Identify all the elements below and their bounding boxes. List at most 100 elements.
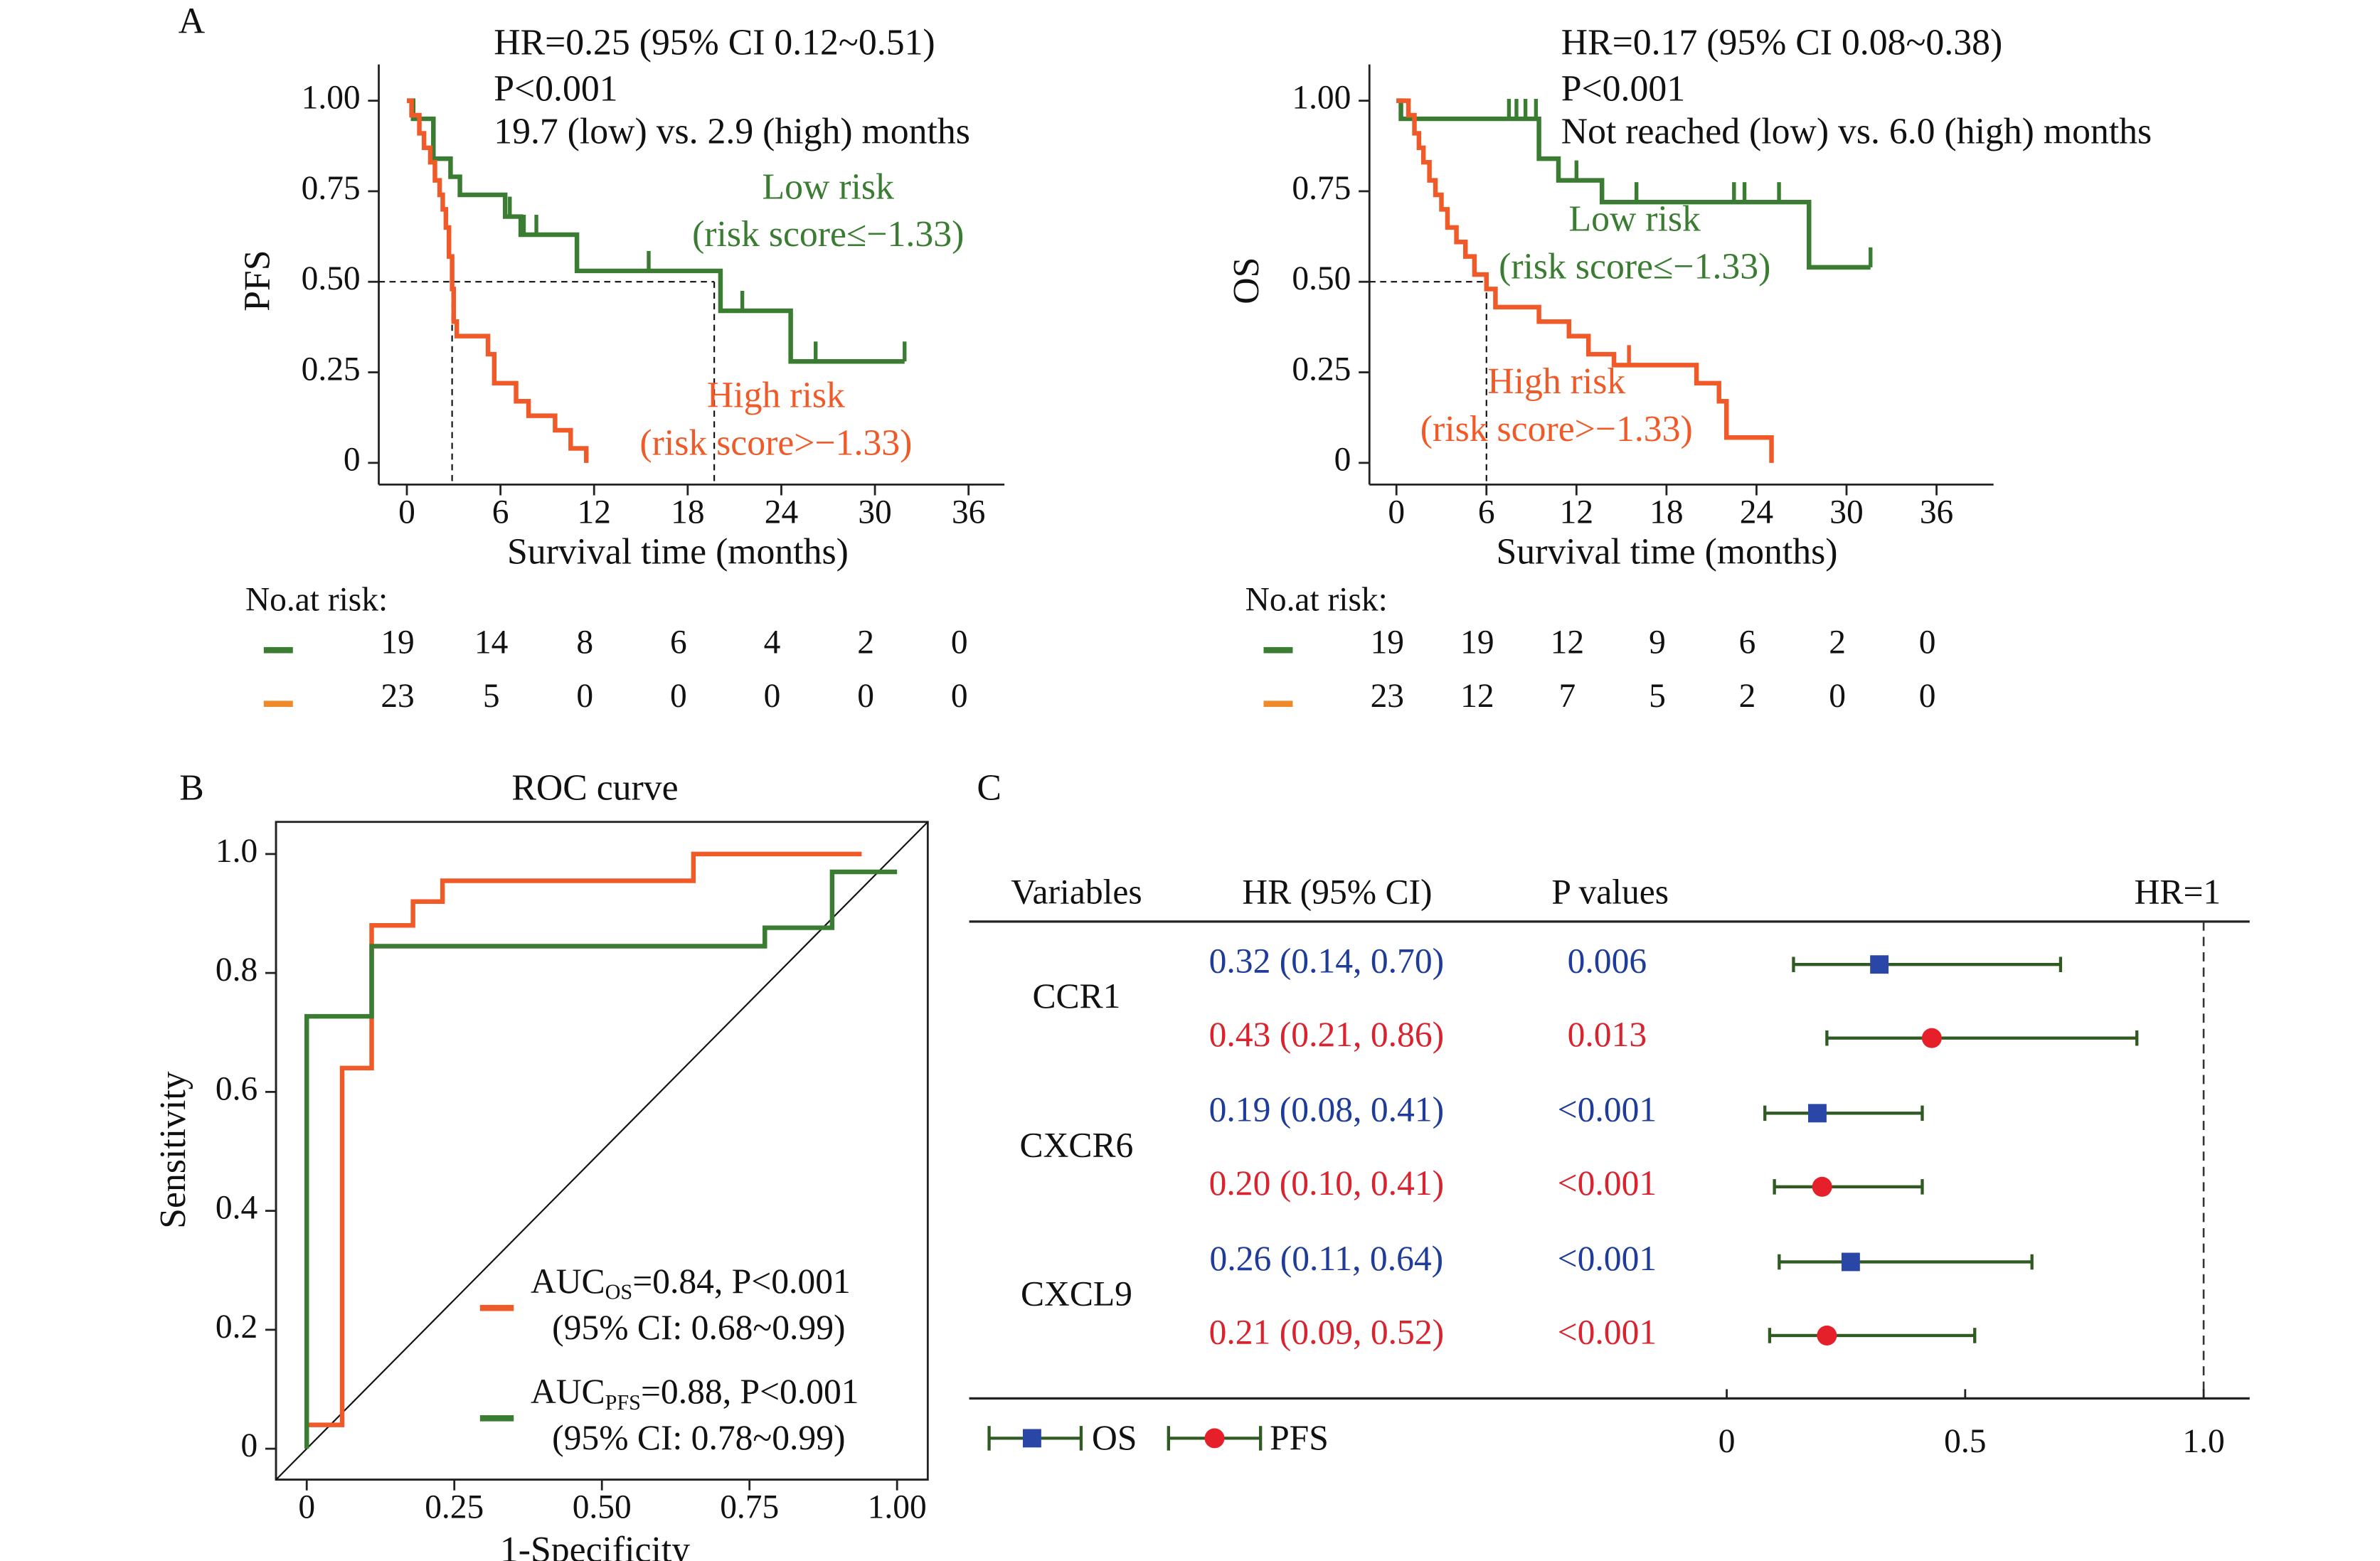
risk-count: 9	[1649, 624, 1666, 661]
series-group: (risk score≤−1.33)	[1499, 246, 1770, 287]
chart-title: ROC curve	[511, 767, 678, 808]
ci-label: 0.32 (0.14, 0.70)	[1209, 942, 1445, 981]
column-header: HR (95% CI)	[1242, 873, 1432, 912]
hr-marker	[1817, 1325, 1837, 1346]
legend-ci: (95% CI: 0.68~0.99)	[552, 1308, 845, 1347]
x-tick-label: 1.00	[868, 1489, 927, 1526]
y-tick-label: 0	[240, 1427, 257, 1464]
y-tick-label: 0	[1334, 442, 1351, 479]
risk-count: 12	[1551, 624, 1584, 661]
risk-count: 19	[1460, 624, 1494, 661]
roc-curve	[307, 851, 862, 1427]
panel-label: C	[977, 767, 1002, 808]
risk-table-title: No.at risk:	[245, 581, 388, 618]
survival-curve	[1396, 98, 1871, 270]
series-group: (risk score>−1.33)	[639, 422, 912, 463]
diagonal	[275, 821, 929, 1481]
x-tick-label: 36	[1920, 494, 1953, 531]
survival-curve	[406, 98, 905, 364]
y-tick-label: 1.00	[1292, 79, 1351, 116]
legend-marker	[1204, 1428, 1225, 1449]
x-tick-label: 0	[298, 1489, 315, 1526]
ci-label: 0.19 (0.08, 0.41)	[1209, 1090, 1445, 1129]
risk-count: 14	[474, 624, 508, 661]
hr-marker	[1808, 1104, 1827, 1123]
x-tick-label: 0	[1718, 1423, 1736, 1460]
x-tick-label: 0.50	[573, 1489, 632, 1526]
variable-label: CXCL9	[1021, 1274, 1132, 1313]
y-tick-label: 0.4	[216, 1190, 257, 1227]
panel-label: A	[179, 1, 205, 42]
risk-count: 4	[764, 624, 781, 661]
x-tick-label: 12	[578, 494, 611, 531]
x-tick-label: 36	[952, 494, 985, 531]
y-tick-label: 0.25	[302, 351, 361, 388]
risk-count: 19	[381, 624, 414, 661]
annotation: HR=0.25 (95% CI 0.12~0.51)	[494, 23, 935, 63]
y-tick-label: 0.75	[1292, 170, 1351, 207]
legend-label: PFS	[1270, 1418, 1329, 1457]
risk-count: 12	[1460, 678, 1494, 715]
risk-table-title: No.at risk:	[1245, 581, 1388, 618]
risk-count: 6	[670, 624, 687, 661]
risk-count: 8	[576, 624, 593, 661]
y-axis-label: OS	[1226, 257, 1267, 304]
x-tick-label: 6	[1478, 494, 1495, 531]
risk-count: 0	[764, 678, 781, 715]
risk-count: 0	[1919, 624, 1936, 661]
risk-count: 0	[1919, 678, 1936, 715]
series-label: Low risk	[1569, 199, 1701, 240]
risk-count: 5	[1649, 678, 1666, 715]
legend-stat: =0.88, P<0.001	[641, 1372, 859, 1411]
legend-name: AUC	[531, 1262, 605, 1301]
x-tick-label: 1.0	[2182, 1423, 2224, 1460]
series-label: High risk	[707, 375, 845, 416]
x-tick-label: 24	[1740, 494, 1773, 531]
x-tick-label: 30	[858, 494, 891, 531]
survival-curve	[406, 98, 589, 463]
risk-count: 0	[857, 678, 874, 715]
y-tick-label: 0.50	[1292, 260, 1351, 297]
risk-count: 19	[1371, 624, 1404, 661]
variable-label: CXCR6	[1020, 1125, 1134, 1164]
x-tick-label: 0	[1388, 494, 1405, 531]
annotation: Not reached (low) vs. 6.0 (high) months	[1561, 112, 2152, 152]
ci-label: 0.43 (0.21, 0.86)	[1209, 1015, 1445, 1054]
reference-label: HR=1	[2135, 873, 2221, 912]
ci-label: 0.26 (0.11, 0.64)	[1210, 1239, 1444, 1278]
risk-count: 0	[951, 624, 968, 661]
risk-count: 0	[1829, 678, 1846, 715]
x-tick-label: 24	[765, 494, 798, 531]
risk-count: 7	[1559, 678, 1576, 715]
legend-marker	[1023, 1429, 1041, 1448]
x-axis-label: 1-Specificity	[500, 1530, 690, 1561]
annotation: P<0.001	[1561, 68, 1685, 109]
y-tick-label: 0.6	[216, 1070, 257, 1107]
x-tick-label: 0	[398, 494, 415, 531]
y-tick-label: 0.50	[302, 260, 361, 297]
survival-curve	[1396, 98, 1774, 463]
ci-label: 0.20 (0.10, 0.41)	[1209, 1163, 1445, 1203]
legend-ci: (95% CI: 0.78~0.99)	[552, 1418, 845, 1457]
p-value: 0.013	[1568, 1015, 1647, 1054]
panel-label: B	[179, 767, 204, 808]
x-axis-label: Survival time (months)	[507, 531, 849, 572]
legend-name: AUC	[531, 1372, 605, 1411]
risk-count: 5	[483, 678, 500, 715]
hr-marker	[1870, 955, 1889, 974]
p-value: <0.001	[1558, 1312, 1657, 1351]
risk-count: 23	[1371, 678, 1404, 715]
x-tick-label: 0.25	[425, 1489, 484, 1526]
annotation: HR=0.17 (95% CI 0.08~0.38)	[1561, 23, 2002, 63]
series-group: (risk score≤−1.33)	[692, 214, 964, 255]
y-tick-label: 0.8	[216, 952, 257, 989]
x-axis-label: Survival time (months)	[1497, 531, 1838, 572]
column-header: Variables	[1011, 873, 1142, 912]
annotation: 19.7 (low) vs. 2.9 (high) months	[494, 112, 970, 152]
risk-count: 2	[857, 624, 874, 661]
x-tick-label: 12	[1560, 494, 1593, 531]
y-tick-label: 1.0	[216, 833, 257, 870]
legend-subscript: PFS	[605, 1390, 641, 1415]
risk-count: 6	[1739, 624, 1756, 661]
y-tick-label: 0.25	[1292, 351, 1351, 388]
